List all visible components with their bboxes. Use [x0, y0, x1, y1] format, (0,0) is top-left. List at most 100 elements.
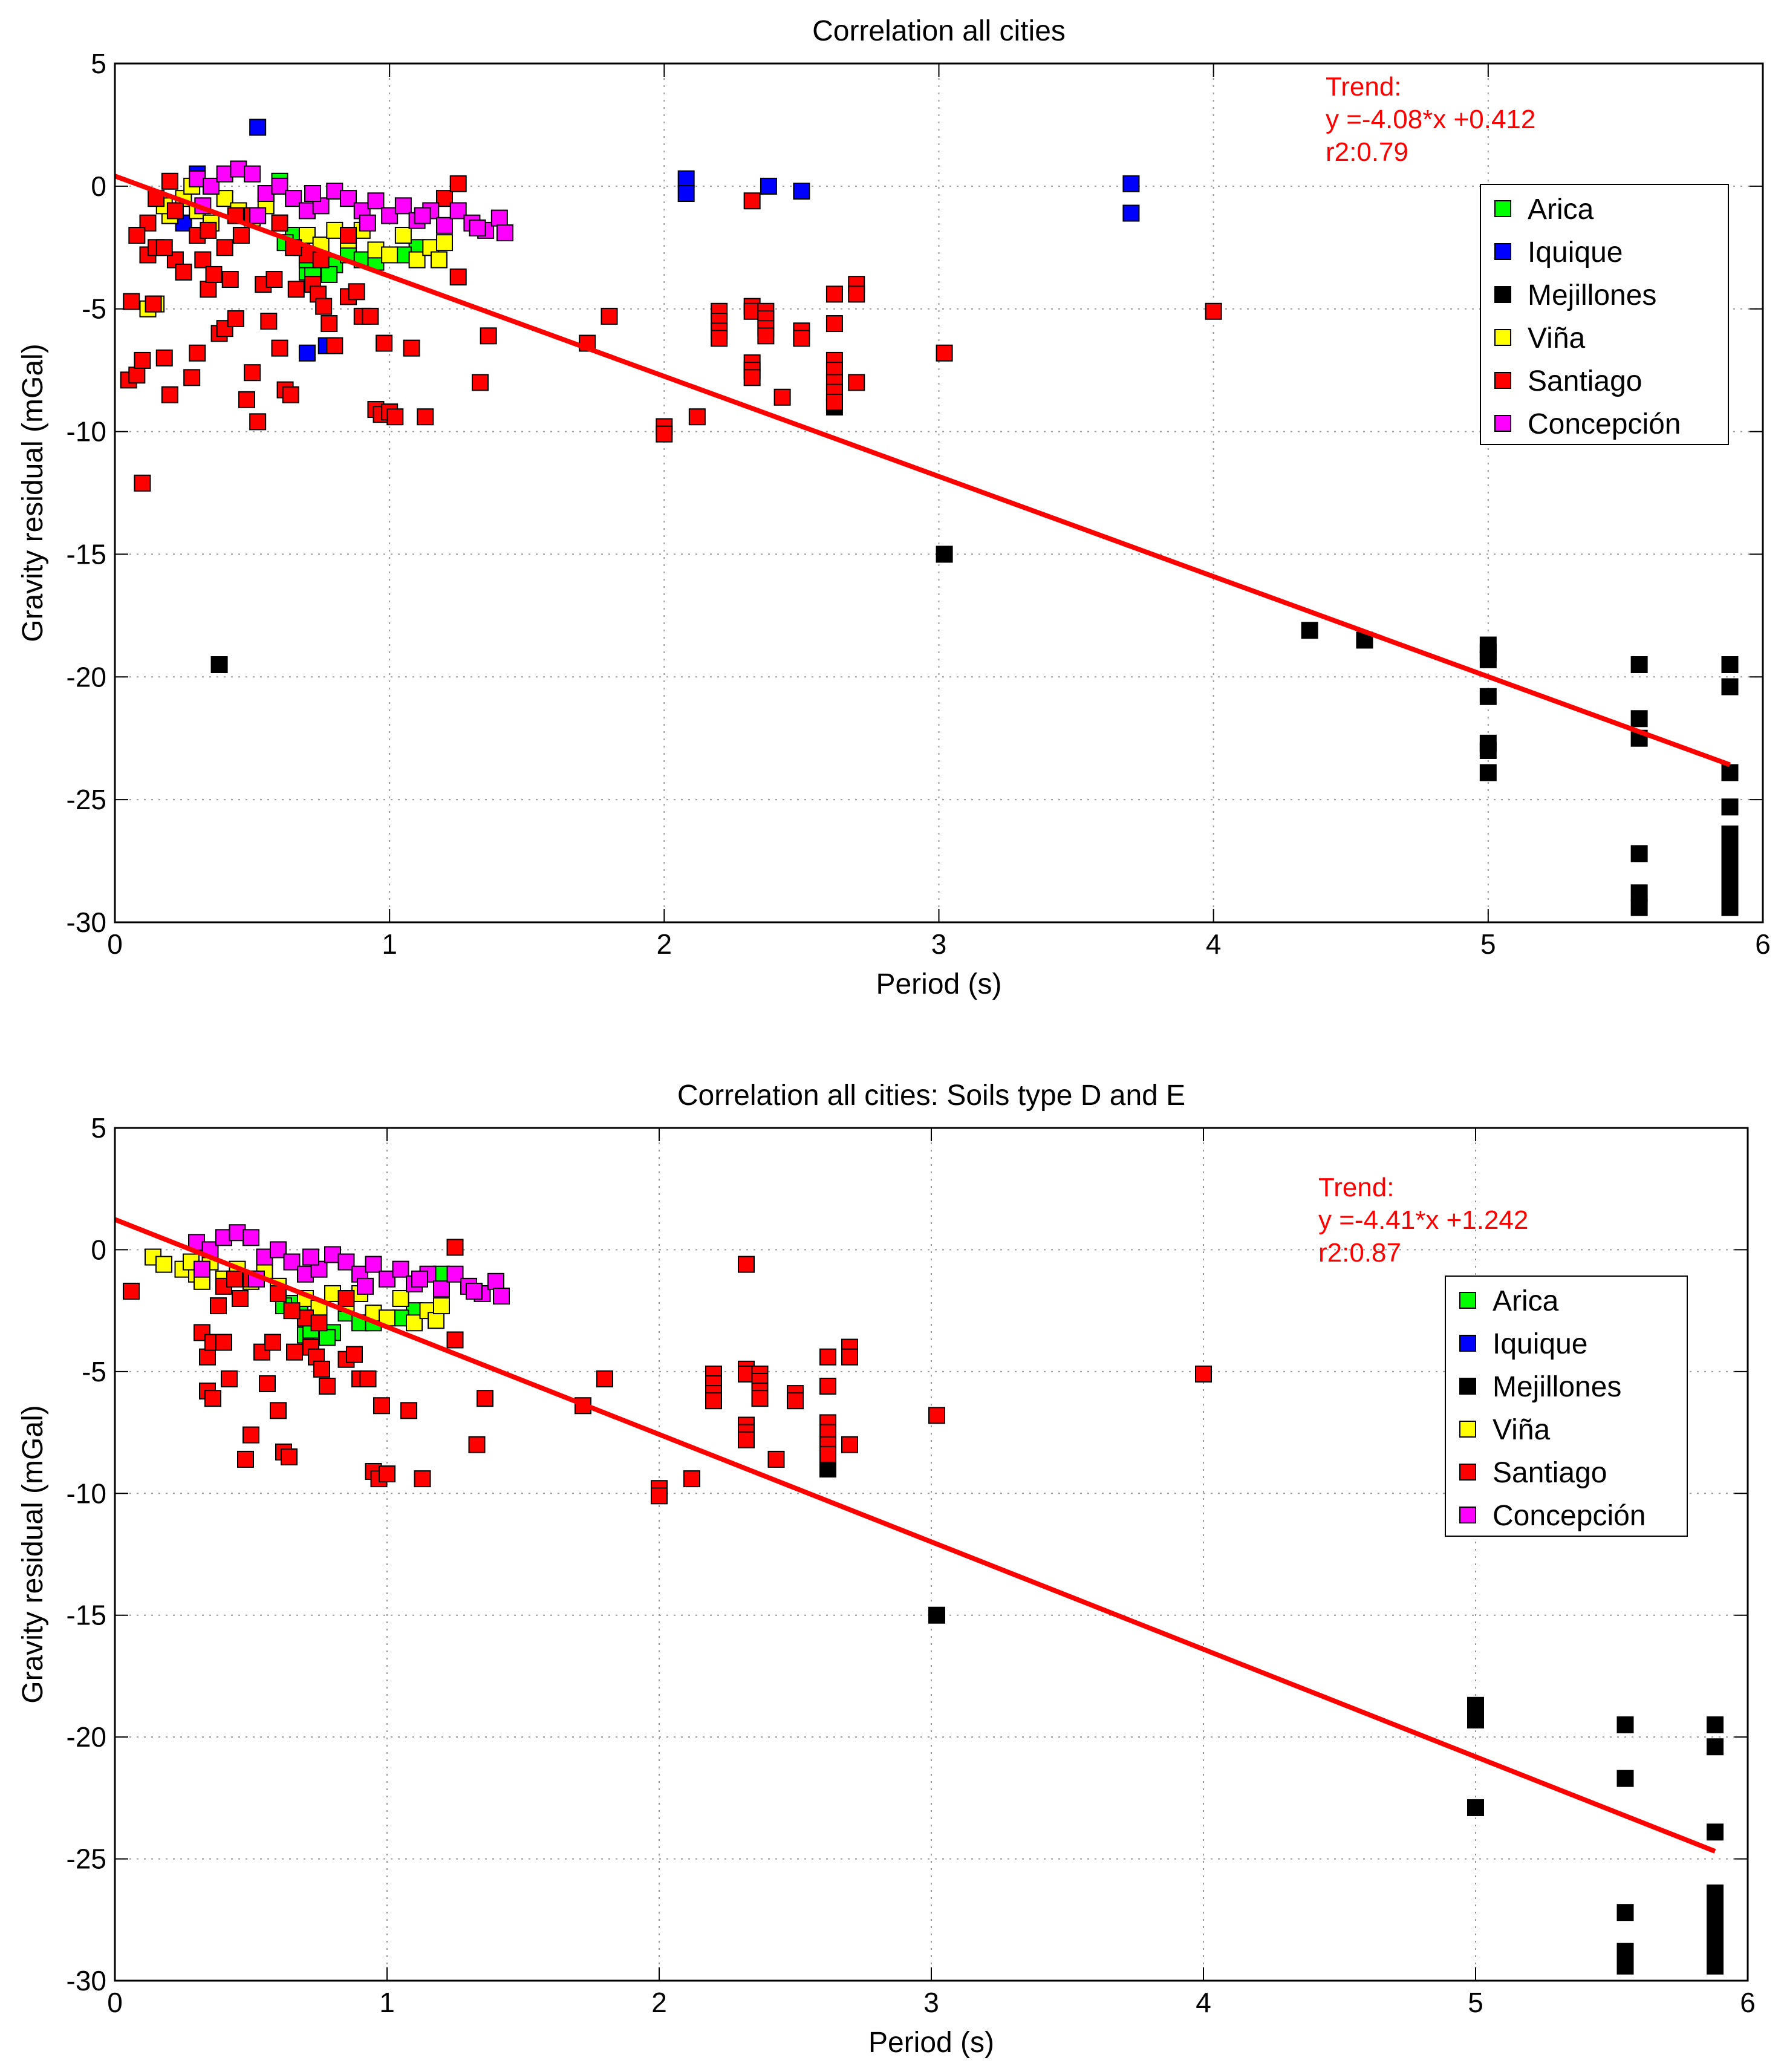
- point-iquique: [1122, 204, 1140, 222]
- plot-area: [115, 1128, 1748, 1981]
- point-santiago: [683, 1470, 700, 1488]
- point-santiago: [123, 1282, 140, 1300]
- point-concepcion: [243, 1229, 259, 1246]
- x-tick-label: 5: [1468, 1987, 1483, 2018]
- point-mejillones: [1721, 899, 1739, 916]
- legend-box: [1480, 184, 1729, 445]
- point-santiago: [259, 1375, 276, 1392]
- point-santiago: [403, 339, 420, 357]
- y-tick-label: -10: [67, 416, 106, 448]
- point-concepcion: [249, 207, 267, 224]
- legend-swatch: [1494, 329, 1511, 346]
- point-santiago: [145, 295, 162, 313]
- point-santiago: [1195, 1365, 1212, 1383]
- point-santiago: [738, 1431, 755, 1448]
- point-santiago: [281, 1448, 298, 1465]
- point-santiago: [480, 327, 497, 345]
- point-santiago: [819, 1378, 836, 1395]
- point-concepcion: [381, 207, 399, 224]
- point-santiago: [271, 339, 288, 357]
- legend-swatch: [1459, 1292, 1476, 1309]
- legend-label: Viña: [1528, 322, 1586, 354]
- point-mejillones: [1721, 678, 1739, 696]
- point-santiago: [601, 307, 618, 325]
- legend-label: Mejillones: [1493, 1371, 1621, 1403]
- point-vina: [428, 1312, 444, 1329]
- point-mejillones: [1721, 656, 1739, 673]
- point-concepcion: [367, 192, 385, 210]
- point-vina: [436, 234, 453, 252]
- point-mejillones: [1707, 1738, 1724, 1756]
- point-mejillones: [1630, 710, 1648, 728]
- point-concepcion: [493, 1287, 510, 1305]
- trend-line: [114, 1217, 1716, 1854]
- x-tick-label: 5: [1480, 928, 1496, 960]
- legend-box: [1445, 1275, 1688, 1537]
- point-santiago: [283, 1302, 301, 1320]
- point-mejillones: [1479, 764, 1497, 781]
- chart-top: 0 1 2 3 4 5 6 -30 -25 -20 -15 -10 -5 0 5 Trend: y =-4.08…: [17, 15, 1771, 1000]
- point-santiago: [161, 172, 178, 190]
- legend-swatch: [1459, 1464, 1476, 1481]
- point-concepcion: [392, 1260, 409, 1278]
- point-mejillones: [1721, 798, 1739, 816]
- point-santiago: [825, 393, 843, 411]
- trend-line: [114, 174, 1731, 767]
- point-santiago: [139, 214, 157, 232]
- x-axis-label: Period (s): [868, 2027, 994, 2059]
- y-tick-label: -30: [67, 907, 106, 938]
- legend-label: Concepción: [1528, 408, 1681, 440]
- point-mejillones: [1630, 656, 1648, 673]
- point-santiago: [221, 271, 239, 288]
- point-concepcion: [414, 207, 431, 224]
- point-santiago: [936, 344, 953, 362]
- point-santiago: [237, 1450, 254, 1468]
- point-santiago: [313, 1360, 330, 1378]
- legend-label: Viña: [1493, 1414, 1551, 1446]
- point-santiago: [793, 330, 810, 347]
- point-iquique: [1122, 175, 1140, 192]
- y-tick-label: 5: [91, 48, 106, 79]
- point-santiago: [477, 1390, 493, 1407]
- point-santiago: [738, 1256, 755, 1273]
- point-santiago: [359, 1370, 377, 1387]
- point-santiago: [773, 388, 791, 406]
- point-concepcion: [271, 177, 288, 195]
- point-santiago: [751, 1390, 769, 1407]
- point-santiago: [286, 1343, 303, 1361]
- point-concepcion: [433, 1280, 450, 1297]
- point-concepcion: [487, 1272, 504, 1290]
- point-concepcion: [202, 177, 220, 195]
- point-santiago: [346, 1346, 363, 1363]
- point-santiago: [265, 271, 283, 288]
- y-tick-label: -30: [67, 1965, 106, 1996]
- point-mejillones: [819, 1461, 836, 1477]
- x-tick-label: 2: [651, 1987, 667, 2018]
- point-concepcion: [357, 1277, 374, 1295]
- trend-label: Trend:: [1318, 1173, 1395, 1202]
- point-santiago: [215, 1334, 232, 1351]
- point-vina: [326, 221, 343, 239]
- point-iquique: [677, 185, 695, 203]
- point-concepcion: [469, 219, 486, 236]
- point-concepcion: [379, 1270, 396, 1288]
- trend-label: Trend:: [1326, 72, 1402, 102]
- point-santiago: [446, 1331, 464, 1349]
- point-mejillones: [1616, 1943, 1634, 1960]
- point-santiago: [472, 374, 489, 391]
- point-vina: [367, 241, 385, 259]
- point-mejillones: [1479, 688, 1497, 705]
- point-concepcion: [436, 217, 453, 234]
- point-vina: [433, 1297, 450, 1315]
- legend-swatch: [1459, 1421, 1476, 1438]
- point-santiago: [155, 239, 173, 256]
- y-tick-label: -15: [67, 538, 106, 570]
- chart-title: Correlation all cities: Soils type D and…: [677, 1080, 1185, 1112]
- trend-equation: y =-4.08*x +0.412: [1326, 105, 1535, 134]
- point-iquique: [298, 344, 316, 362]
- point-concepcion: [449, 202, 467, 220]
- y-tick-label: 0: [91, 171, 106, 202]
- point-santiago: [238, 391, 255, 408]
- point-concepcion: [394, 197, 412, 215]
